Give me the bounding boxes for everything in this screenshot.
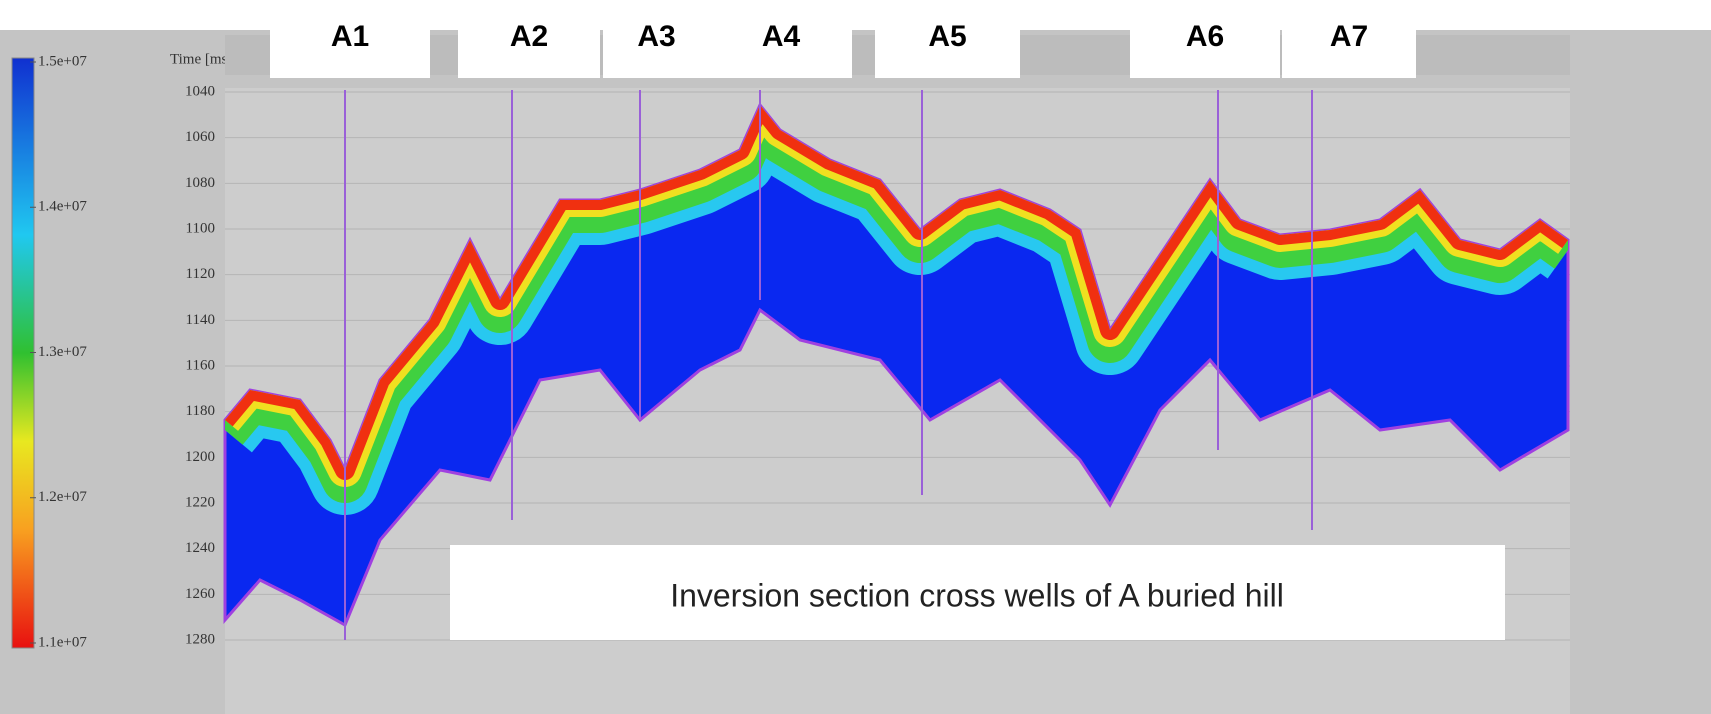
well-label: A6 (1186, 20, 1224, 53)
well-label: A2 (510, 20, 548, 53)
y-tick-label: 1060 (185, 129, 215, 145)
section (223, 102, 1570, 628)
y-tick-label: 1180 (186, 403, 215, 419)
y-tick-label: 1280 (185, 631, 215, 647)
y-tick-label: 1200 (185, 449, 215, 465)
colorbar-tick-label: 1.5e+07 (38, 53, 87, 69)
header-strip (0, 0, 1711, 30)
y-tick-label: 1100 (186, 220, 215, 236)
y-tick-label: 1220 (185, 494, 215, 510)
colorbar-tick-label: 1.4e+07 (38, 199, 87, 215)
y-axis-label: Time [ms] (170, 51, 232, 67)
y-tick-label: 1040 (185, 83, 215, 99)
well-label-box (458, 20, 600, 78)
well-label-box (875, 20, 1020, 78)
y-tick-label: 1240 (185, 540, 215, 556)
well-label-box (1130, 20, 1280, 78)
y-tick-label: 1140 (186, 312, 215, 328)
colorbar-tick-label: 1.2e+07 (38, 489, 87, 505)
colorbar-tick-label: 1.3e+07 (38, 344, 87, 360)
well-label: A7 (1330, 20, 1368, 53)
wells: A1 A2 A3 A4 A5 A6 A7 (225, 20, 1570, 640)
y-tick-label: 1080 (185, 175, 215, 191)
y-tick-label: 1260 (185, 586, 215, 602)
well-label: A5 (928, 20, 966, 53)
y-tick-label: 1120 (186, 266, 215, 282)
well-label: A1 (331, 20, 369, 53)
well-label-box (603, 20, 710, 78)
well-label-box (710, 20, 852, 78)
y-tick-label: 1160 (186, 357, 215, 373)
caption: Inversion section cross wells of A burie… (670, 577, 1284, 613)
well-label: A3 (637, 20, 675, 53)
well-label: A4 (762, 20, 801, 53)
well-label-box (1282, 20, 1416, 78)
colorbar-tick-label: 1.1e+07 (38, 634, 87, 650)
caption-box (450, 545, 1505, 640)
well-label-box (270, 20, 430, 78)
